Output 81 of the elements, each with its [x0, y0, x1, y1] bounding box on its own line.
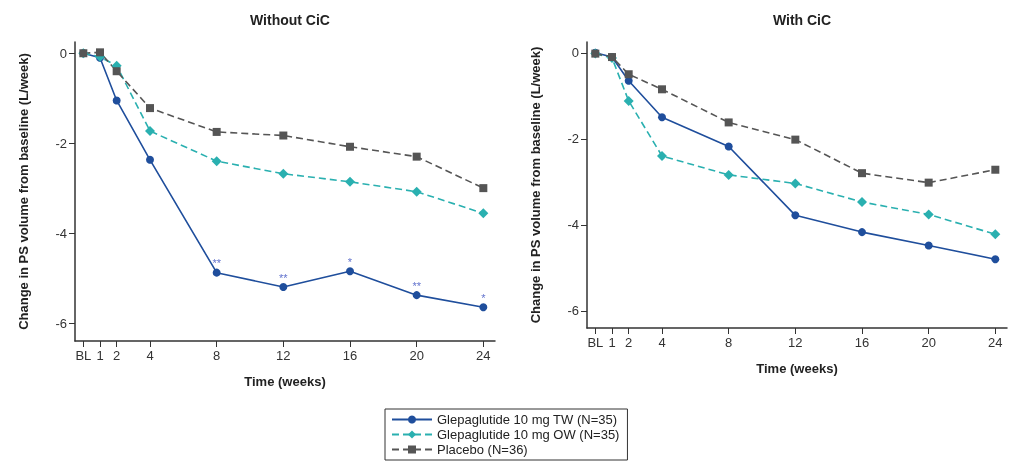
- point: [923, 209, 934, 220]
- point: [112, 96, 121, 105]
- point: [858, 169, 866, 178]
- point: [412, 291, 421, 300]
- y-axis-title: Change in PS volume from baseline (L/week): [528, 46, 543, 324]
- point: [412, 152, 421, 161]
- point: [658, 113, 666, 122]
- x-tick-label: BL: [587, 335, 604, 350]
- x-tick-label: 16: [854, 335, 870, 350]
- point: [790, 178, 801, 189]
- point: [924, 241, 933, 250]
- legend-label: Glepaglutide 10 mg TW (N=35): [437, 412, 618, 427]
- legend-label: Placebo (N=36): [437, 442, 528, 457]
- y-tick-label: 0: [59, 45, 67, 61]
- x-tick-label: 20: [921, 335, 936, 350]
- point: [411, 186, 422, 197]
- point: [991, 255, 1000, 264]
- point: [278, 168, 289, 179]
- y-tick-label: -4: [567, 217, 579, 233]
- point: [624, 70, 633, 79]
- chart-title: Without CiC: [250, 12, 330, 28]
- point: [146, 104, 154, 113]
- point: [279, 131, 288, 140]
- x-tick-label: 8: [725, 335, 733, 350]
- annotation: **: [279, 271, 289, 284]
- point: [791, 135, 800, 144]
- point: [478, 208, 489, 219]
- point: [724, 142, 733, 151]
- point: [991, 165, 1000, 174]
- x-axis-title: Time (weeks): [244, 374, 326, 389]
- y-tick-label: 0: [571, 45, 579, 61]
- y-tick-label: -6: [567, 303, 579, 319]
- point: [345, 176, 355, 187]
- annotation: **: [212, 257, 222, 270]
- point: [858, 228, 866, 237]
- point: [623, 95, 634, 106]
- point: [791, 211, 800, 220]
- annotation: *: [481, 291, 487, 304]
- x-tick-label: 4: [146, 348, 154, 363]
- point: [211, 156, 222, 167]
- point: [990, 229, 1001, 240]
- point: [924, 178, 933, 187]
- x-tick-label: BL: [75, 348, 92, 363]
- point: [346, 267, 354, 276]
- x-tick-label: 1: [96, 348, 104, 363]
- point: [346, 142, 354, 151]
- point: [658, 85, 666, 94]
- y-tick-label: -6: [55, 315, 67, 331]
- point: [479, 184, 488, 193]
- point: [479, 303, 488, 312]
- point: [657, 150, 667, 161]
- annotation: *: [347, 255, 353, 268]
- x-tick-label: 8: [213, 348, 221, 363]
- point: [112, 67, 121, 76]
- point: [212, 268, 221, 277]
- x-tick-label: 24: [988, 335, 1003, 350]
- point: [279, 283, 288, 292]
- x-tick-label: 16: [342, 348, 358, 363]
- x-tick-label: 12: [276, 348, 291, 363]
- point: [212, 127, 221, 136]
- x-tick-label: 12: [788, 335, 803, 350]
- y-tick-label: -2: [55, 135, 67, 151]
- point: [724, 118, 733, 127]
- x-tick-label: 4: [658, 335, 666, 350]
- x-tick-label: 20: [409, 348, 424, 363]
- x-tick-label: 2: [113, 348, 121, 363]
- point: [146, 155, 154, 164]
- point: [857, 196, 867, 207]
- annotation: **: [412, 279, 422, 292]
- point: [723, 169, 734, 180]
- x-axis-title: Time (weeks): [756, 361, 838, 376]
- x-tick-label: 24: [476, 348, 491, 363]
- y-tick-label: -2: [567, 131, 579, 147]
- y-axis-title: Change in PS volume from baseline (L/week): [16, 53, 31, 330]
- x-tick-label: 2: [625, 335, 633, 350]
- chart-title: With CiC: [772, 12, 832, 28]
- point: [145, 126, 155, 137]
- y-tick-label: -4: [55, 225, 67, 241]
- legend-label: Glepaglutide 10 mg OW (N=35): [437, 427, 620, 442]
- point: [96, 48, 104, 57]
- x-tick-label: 1: [608, 335, 616, 350]
